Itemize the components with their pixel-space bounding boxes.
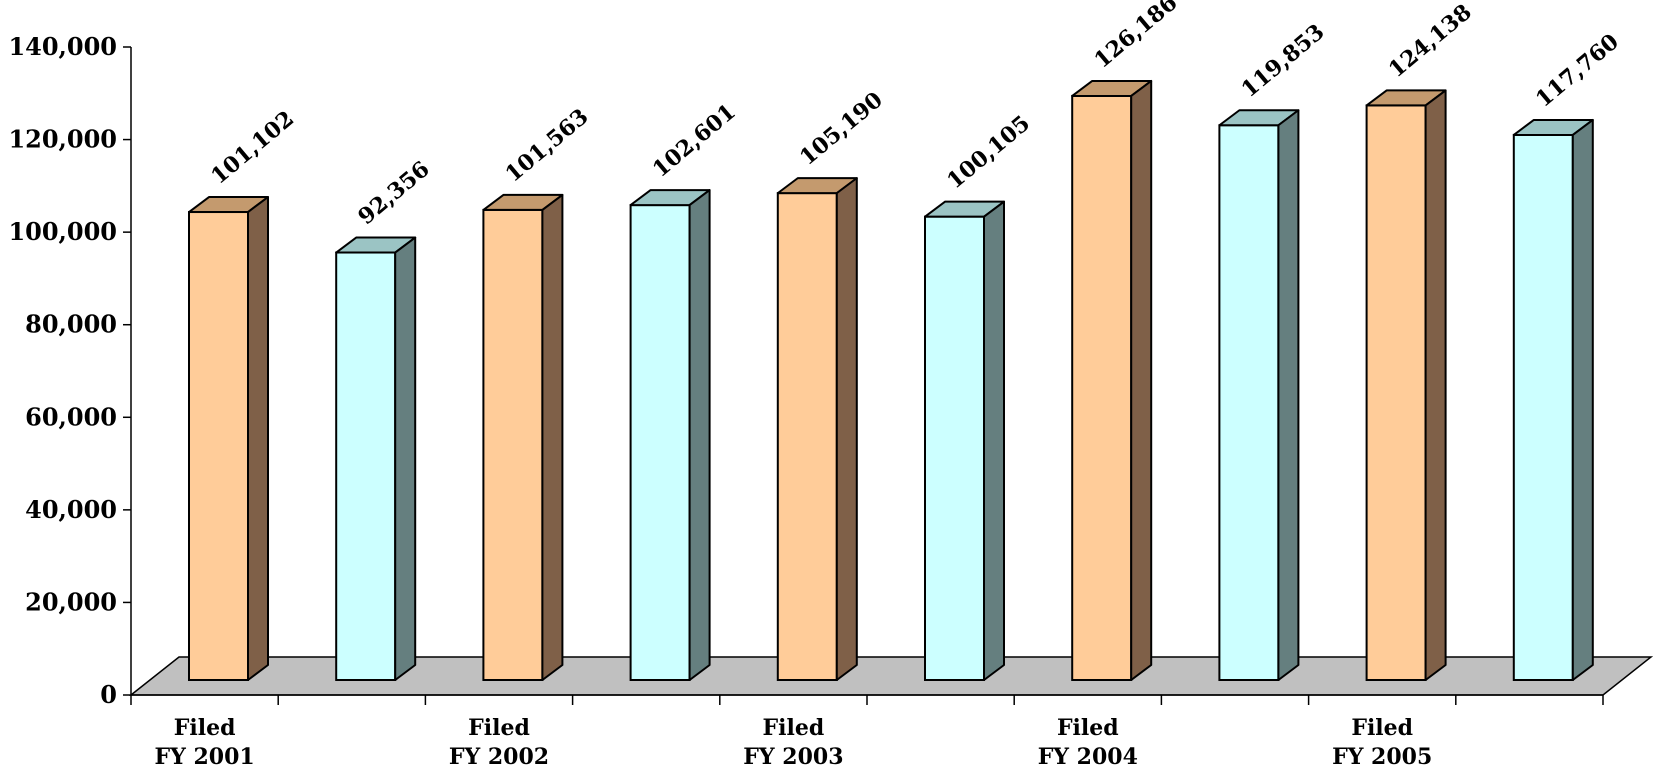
x-category-label-line2: FY 2003	[743, 744, 843, 770]
bar	[188, 196, 269, 681]
bar-value-label: 119,853	[1237, 19, 1330, 103]
bar-side	[1130, 79, 1153, 681]
x-category-label-line1: Filed	[468, 715, 530, 741]
bar-front	[335, 251, 397, 681]
bar-side	[247, 196, 269, 681]
bar-front	[1512, 133, 1574, 681]
y-tick-label: 120,000	[8, 125, 117, 154]
bar-front	[482, 208, 544, 682]
bar-value-label: 124,138	[1384, 0, 1477, 83]
bar-value-label: 92,356	[353, 156, 434, 230]
bar-front	[1218, 124, 1280, 681]
bar-value-label: 117,760	[1531, 29, 1624, 113]
bar	[1512, 118, 1594, 681]
y-tick-label: 60,000	[25, 402, 117, 431]
bar-value-label: 126,186	[1089, 0, 1182, 74]
x-category-label-line2: FY 2004	[1038, 744, 1138, 770]
bar-side	[983, 200, 1005, 681]
bar-front	[188, 211, 249, 681]
bar	[1218, 109, 1300, 681]
bar-side	[835, 177, 858, 681]
bar-side	[1277, 109, 1300, 681]
x-category-label-line1: Filed	[763, 715, 825, 741]
bar-side	[394, 236, 417, 681]
bar-side	[1424, 89, 1447, 681]
bar	[1071, 79, 1153, 681]
y-tick-label: 140,000	[8, 32, 117, 61]
y-tick-label: 100,000	[8, 217, 117, 246]
bar-front	[924, 215, 985, 681]
y-tick-label: 20,000	[25, 587, 117, 616]
bar-front	[1365, 104, 1427, 682]
x-category-label-line2: FY 2005	[1332, 744, 1432, 770]
x-category-label-line2: FY 2002	[449, 744, 549, 770]
bar-front	[629, 204, 691, 681]
bar-value-label: 101,563	[501, 104, 594, 188]
bar-side	[1571, 118, 1594, 681]
bar	[629, 189, 711, 681]
bar-front	[1071, 94, 1133, 681]
y-tick-label: 0	[100, 680, 117, 709]
bar	[335, 236, 417, 681]
bar-value-label: 105,190	[795, 87, 888, 171]
bar	[924, 200, 1005, 681]
x-category-label-line1: Filed	[1351, 715, 1413, 741]
bar	[776, 177, 858, 681]
x-category-label-line1: Filed	[1057, 715, 1119, 741]
bar-front	[776, 192, 838, 681]
bar-side	[688, 189, 711, 681]
y-tick-label: 80,000	[25, 310, 117, 339]
bar-value-label: 102,601	[648, 99, 741, 183]
bar	[482, 193, 564, 682]
bar	[1365, 89, 1447, 682]
y-tick-label: 40,000	[25, 495, 117, 524]
x-category-label-line1: Filed	[174, 715, 236, 741]
x-category-label-line2: FY 2001	[154, 744, 254, 770]
bar-value-label: 100,105	[942, 110, 1035, 194]
bar-side	[541, 193, 564, 681]
bar-value-label: 101,102	[206, 106, 299, 190]
